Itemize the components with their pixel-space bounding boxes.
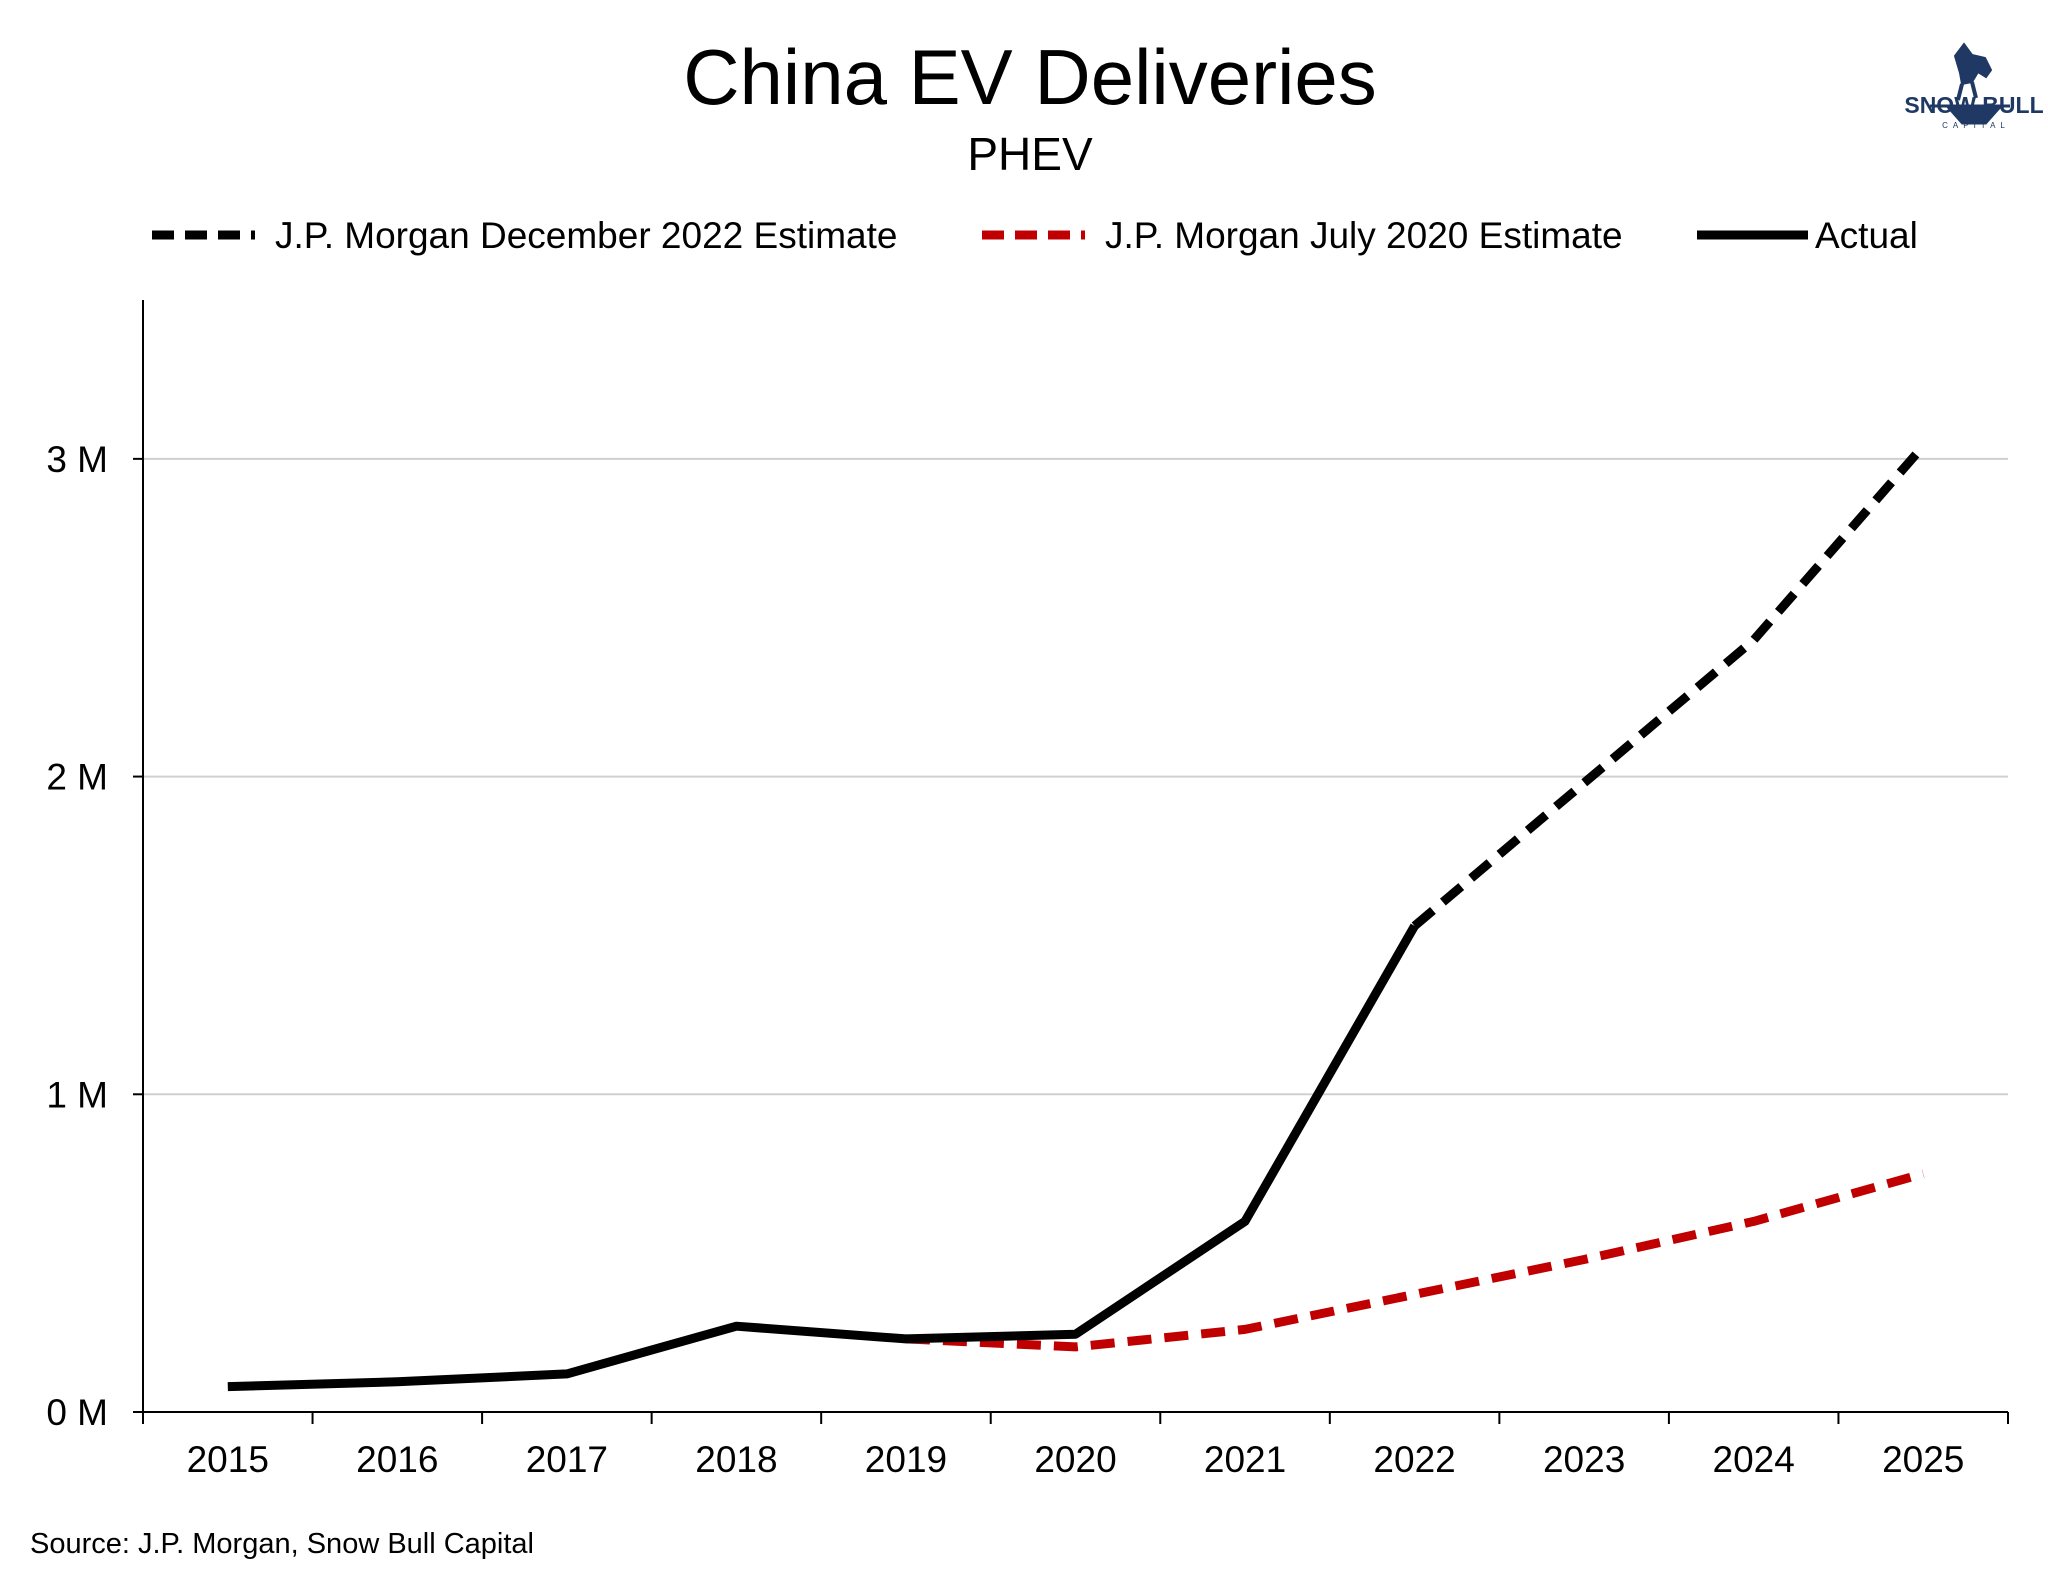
x-tick-label: 2020 <box>1034 1439 1116 1480</box>
x-tick-label: 2024 <box>1713 1439 1795 1480</box>
x-tick-label: 2021 <box>1204 1439 1286 1480</box>
series-lines <box>227 443 1927 1392</box>
x-tick-label: 2016 <box>356 1439 438 1480</box>
x-tick-label: 2017 <box>526 1439 608 1480</box>
y-tick-label: 3 M <box>46 439 108 480</box>
series-line-0 <box>1411 443 1927 930</box>
y-tick-label: 1 M <box>46 1074 108 1115</box>
source-note: Source: J.P. Morgan, Snow Bull Capital <box>30 1528 534 1560</box>
legend-label-dec2022: J.P. Morgan December 2022 Estimate <box>275 215 897 256</box>
x-tick-label: 2015 <box>187 1439 269 1480</box>
x-tick-label: 2022 <box>1373 1439 1455 1480</box>
logo-subtitle: CAPITAL <box>1942 121 2010 130</box>
bull-icon <box>1930 42 2010 125</box>
x-axis: 2015 2016 2017 2018 2019 2020 2021 2022 2023 2024… <box>142 1411 2009 1480</box>
logo: SNOW BULL CAPITAL <box>1904 42 2044 130</box>
x-tick-label: 2025 <box>1882 1439 1964 1480</box>
chart-title: China EV Deliveries <box>683 33 1377 121</box>
y-axis: 0 M 1 M 2 M 3 M <box>46 300 144 1433</box>
series-line-1 <box>905 1169 1925 1352</box>
legend-label-actual: Actual <box>1815 215 1918 256</box>
logo-name: SNOW BULL <box>1904 92 2043 118</box>
chart-subtitle: PHEV <box>967 128 1093 180</box>
x-tick-label: 2023 <box>1543 1439 1625 1480</box>
legend-label-jul2020: J.P. Morgan July 2020 Estimate <box>1105 215 1623 256</box>
grid <box>143 457 2008 1096</box>
legend: J.P. Morgan December 2022 Estimate J.P. … <box>152 215 1918 256</box>
x-tick-label: 2019 <box>865 1439 947 1480</box>
y-tick-label: 0 M <box>46 1392 108 1433</box>
x-tick-label: 2018 <box>695 1439 777 1480</box>
y-tick-label: 2 M <box>46 757 108 798</box>
series-line-2 <box>227 923 1419 1392</box>
